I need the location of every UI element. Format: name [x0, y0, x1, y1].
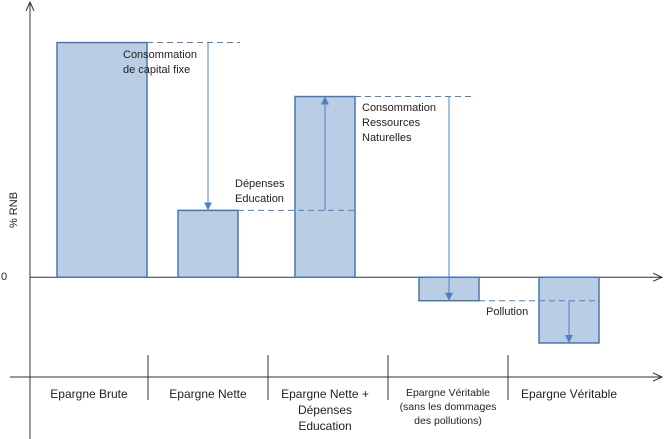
category-label: Epargne Nette + Dépenses Education [281, 387, 369, 433]
category-label: Epargne Véritable (sans les dommages des… [399, 387, 497, 427]
category-label: Epargne Véritable [520, 387, 618, 401]
category-label: Epargne Brute [50, 387, 128, 401]
annotation: Ressources [362, 117, 421, 129]
annotation: Education [235, 193, 284, 205]
y-tick-label: 0 [1, 271, 7, 283]
annotation: Consommation [362, 102, 436, 114]
annotation: Naturelles [362, 132, 412, 144]
annotation: de capital fixe [123, 64, 190, 76]
bar [177, 209, 239, 279]
annotation: Consommation [123, 49, 197, 61]
category-label: Epargne Nette [169, 387, 247, 401]
annotation: Pollution [486, 306, 528, 318]
annotation: Dépenses [235, 178, 285, 190]
y-axis-label: % RNB [8, 192, 20, 228]
bar [56, 41, 148, 279]
